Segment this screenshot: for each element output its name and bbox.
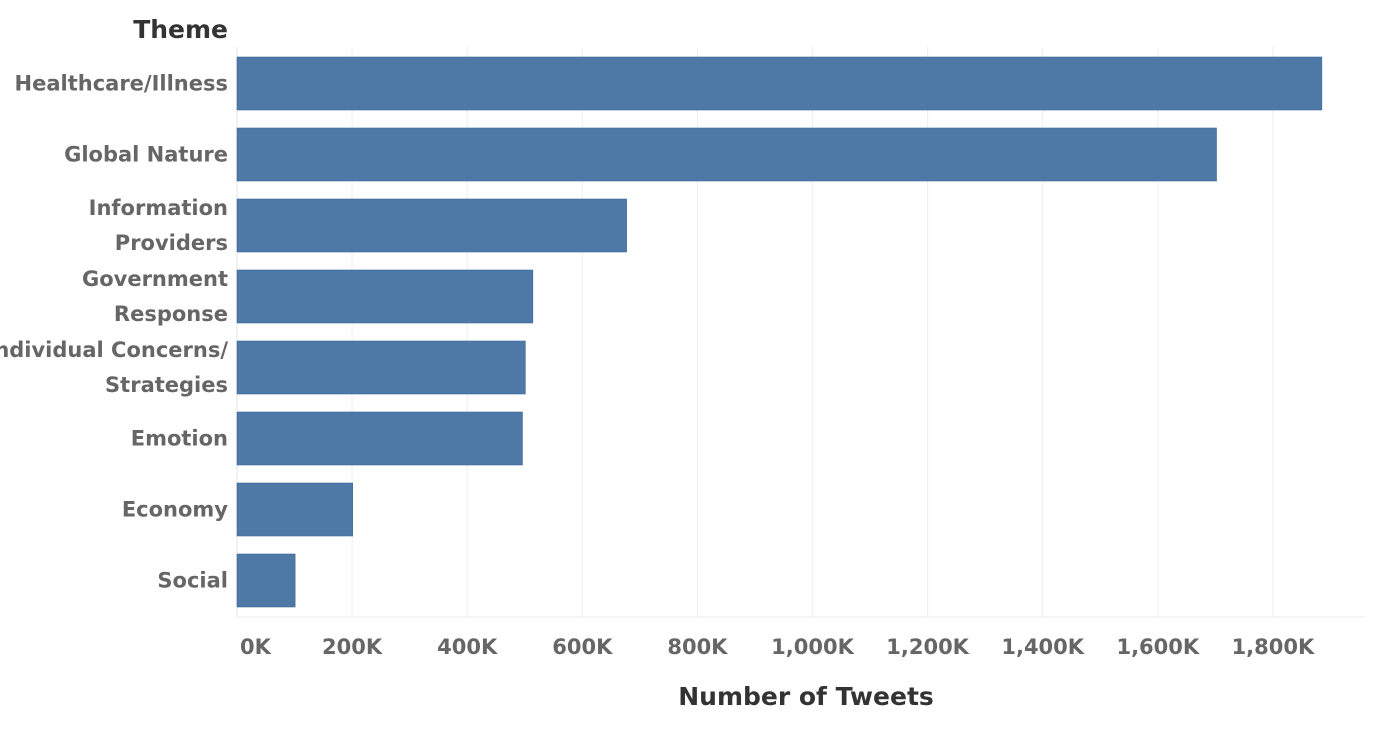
category-label: Emotion [131, 427, 228, 451]
bar [236, 340, 526, 395]
bar [236, 482, 353, 537]
category-label: Providers [115, 231, 228, 255]
bars [236, 56, 1323, 608]
category-label: Social [157, 569, 228, 593]
category-label: Individual Concerns/ [0, 338, 228, 362]
x-tick-label: 1,600K [1116, 635, 1199, 659]
x-tick-label: 0K [240, 635, 272, 659]
x-tick-label: 800K [667, 635, 728, 659]
x-tick-label: 1,000K [771, 635, 854, 659]
bar [236, 56, 1323, 111]
category-label: Strategies [105, 373, 228, 397]
bar [236, 269, 534, 324]
category-label: Government [82, 267, 228, 291]
bar [236, 553, 296, 608]
x-tick-label: 200K [322, 635, 383, 659]
x-tick-label: 1,400K [1001, 635, 1084, 659]
x-tick-label: 1,800K [1232, 635, 1315, 659]
x-tick-labels: 0K 200K 400K 600K 800K 1,000K 1,200K 1,400K 1,60… [240, 635, 1315, 659]
dimension-title: Theme [133, 15, 228, 44]
x-tick-label: 600K [552, 635, 613, 659]
bar [236, 411, 523, 466]
bar [236, 198, 627, 253]
category-label: Global Nature [64, 143, 228, 167]
x-axis-title: Number of Tweets [678, 682, 934, 711]
bar [236, 127, 1217, 182]
x-tick-label: 1,200K [886, 635, 969, 659]
category-labels: Healthcare/Illness Global Nature Informati… [0, 72, 228, 593]
category-label: Economy [122, 498, 228, 522]
category-label: Healthcare/Illness [15, 72, 228, 96]
x-tick-label: 400K [437, 635, 498, 659]
category-label: Information [89, 196, 228, 220]
category-label: Response [114, 302, 228, 326]
